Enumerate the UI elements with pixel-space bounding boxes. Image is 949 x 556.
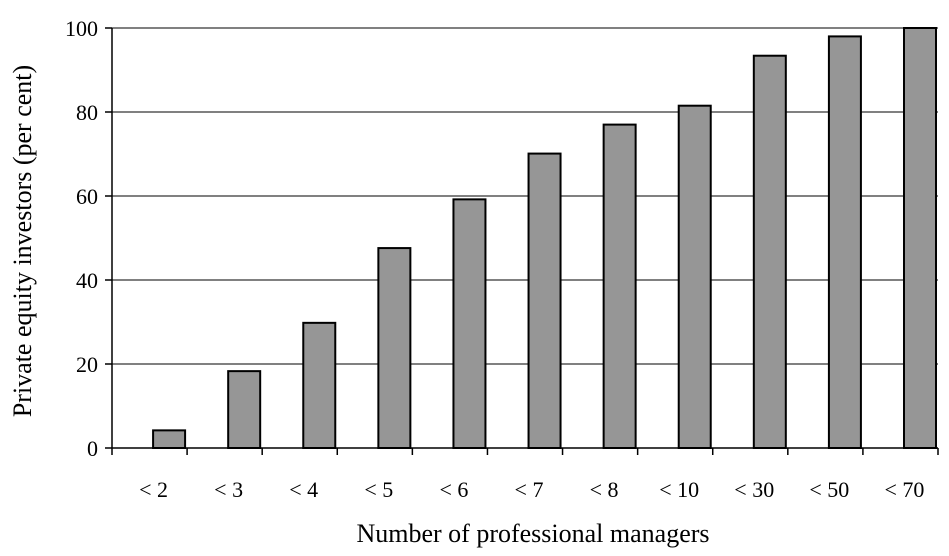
bars [152, 27, 937, 450]
y-tick-label: 40 [76, 268, 98, 293]
x-tick-label: < 5 [364, 477, 393, 502]
x-tick-label: < 10 [659, 477, 699, 502]
bar [152, 429, 187, 449]
bar [377, 247, 412, 449]
y-tick-label: 100 [65, 16, 98, 41]
y-tick-label: 0 [87, 436, 98, 461]
x-tick-label: < 50 [809, 477, 849, 502]
bar [827, 35, 862, 450]
y-tick-labels: 0 20 40 60 80 100 [65, 16, 98, 461]
x-tick-label: < 7 [515, 477, 544, 502]
x-tick-label: < 6 [439, 477, 468, 502]
bar [602, 123, 637, 449]
bar [302, 321, 337, 449]
bar [677, 104, 712, 449]
x-tick-label: < 8 [590, 477, 619, 502]
bar [227, 370, 262, 450]
y-tick-label: 80 [76, 100, 98, 125]
x-tick-label: < 3 [214, 477, 243, 502]
bar [752, 54, 787, 449]
y-tick-label: 60 [76, 184, 98, 209]
bar [452, 198, 487, 449]
axes [105, 27, 939, 455]
x-axis-title: Number of professional managers [356, 519, 709, 548]
x-tick-label: < 4 [289, 477, 318, 502]
x-tick-labels: < 2 < 3 < 4 < 5 < 6 < 7 < 8 < 10 < 30 < 50 < 70 [139, 477, 924, 502]
y-axis-title: Private equity investors (per cent) [8, 65, 37, 417]
x-tick-label: < 70 [884, 477, 924, 502]
x-tick-label: < 30 [734, 477, 774, 502]
bar [527, 152, 562, 450]
gridlines [112, 27, 938, 365]
x-tick-label: < 2 [139, 477, 168, 502]
y-tick-label: 20 [76, 352, 98, 377]
bar [903, 27, 937, 449]
